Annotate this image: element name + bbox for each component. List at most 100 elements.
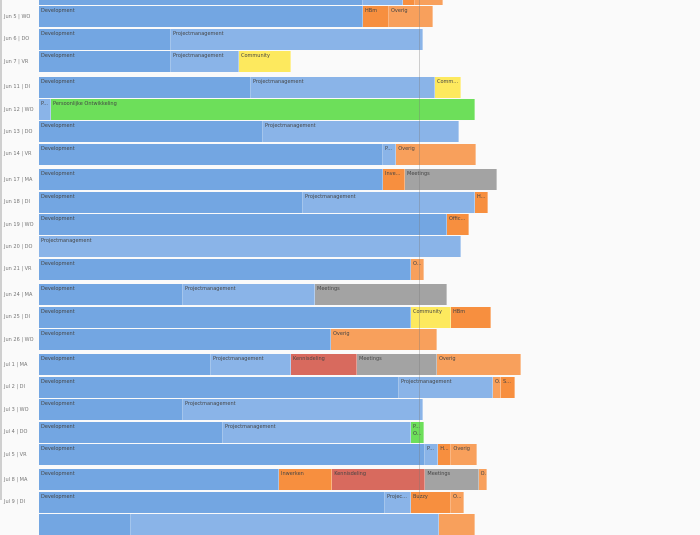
bar-segment-projectmanagement[interactable]: Projectmanagement	[399, 376, 493, 398]
bar-segment-development[interactable]: Development	[39, 469, 279, 491]
bar-segment-label: O...	[413, 260, 422, 267]
bar-segment-development[interactable]: Development	[39, 421, 223, 443]
bar-segment-projectmanagement[interactable]: P...	[383, 143, 397, 165]
bar-segment-label: H...	[440, 446, 449, 452]
bar-segment-development[interactable]: Development	[39, 399, 183, 421]
bar-segment-meetings[interactable]: Meetings	[315, 284, 447, 306]
bar-segment-label: Development	[41, 123, 75, 130]
bar-segment-projectmanagement[interactable]: Projectmanagement	[211, 354, 291, 376]
bar-segment-development[interactable]: Development	[39, 191, 303, 213]
bar-segment-overig[interactable]: O...	[451, 491, 465, 513]
bar-segment-buzzy[interactable]: Buzzy	[411, 491, 451, 513]
bar-segment-development[interactable]: Development	[39, 329, 331, 350]
bar-segment-projectmanagement[interactable]: Projectmanagement	[171, 51, 239, 73]
bar-segment-development[interactable]: Development	[39, 491, 385, 513]
row-date-label: Jun 13 | DO	[4, 128, 33, 135]
bar-segment-development[interactable]: Development	[39, 76, 251, 98]
bar-segment-projectmanagement[interactable]: Projectmanagement	[183, 399, 423, 421]
bar-segment-overig[interactable]: O...	[493, 376, 501, 398]
bar-segment-overig[interactable]	[415, 0, 443, 5]
bar-segment-persoonlijke-ontwikkeling[interactable]: P... O...	[411, 421, 425, 443]
bar-segment-projectmanagement[interactable]: Projec...	[385, 491, 411, 513]
bar-segment-projectmanagement[interactable]: Projectmanagement	[183, 284, 315, 306]
bar-segment-label: Persoonlijke Ontwikkeling	[53, 101, 117, 107]
bar-segment-label: H...	[477, 193, 486, 200]
bar-segment-development[interactable]: Development	[39, 258, 411, 280]
bar-segment-label: Meetings	[317, 286, 340, 293]
row-date-label: Jun 7 | VR	[4, 58, 29, 65]
chart-frame	[0, 0, 2, 500]
bar-segment-label: P...	[41, 101, 49, 107]
bar-segment-development[interactable]: Development	[39, 376, 399, 398]
bar-segment-kennisdeling[interactable]: Kennisdeling	[291, 354, 357, 376]
row-date-label: Jun 24 | MA	[4, 291, 33, 298]
bar-segment-kennisdeling[interactable]: Kennisdeling	[332, 469, 426, 491]
bar-segment-label: Overig	[333, 331, 350, 337]
bar-segment-projectmanagement[interactable]: P...	[425, 444, 439, 465]
bar-segment-hbm[interactable]: HBm	[451, 306, 491, 328]
bar-segment-overig[interactable]: Overig	[451, 444, 478, 465]
bar-segment-s[interactable]: S...	[501, 376, 515, 398]
bar-segment-meetings[interactable]: Meetings	[357, 354, 437, 376]
bar-segment-label: Projectmanagement	[265, 123, 316, 130]
bar-segment-development[interactable]: Development	[39, 306, 411, 328]
bar-segment-development[interactable]: Development	[39, 444, 425, 465]
bar-segment-label: Projectmanagement	[305, 193, 356, 200]
bar-segment-overig[interactable]: O...	[411, 258, 425, 280]
bar-segment-projectmanagement[interactable]: Projectmanagement	[303, 191, 475, 213]
bar-segment-projectmanagement[interactable]: Projectmanagement	[263, 121, 459, 143]
bar-segment-meetings[interactable]: Meetings	[425, 469, 479, 491]
bar-segment-development[interactable]: Development	[39, 143, 383, 165]
bar-segment-development[interactable]: Development	[39, 121, 263, 143]
bar-segment-projectmanagement[interactable]: Projectmanagement	[171, 28, 423, 50]
bar-segment-hbm[interactable]	[403, 0, 415, 5]
bar-segment-development[interactable]: Development	[39, 214, 447, 235]
bar-segment-development[interactable]: Development	[39, 51, 171, 73]
bar-segment-development[interactable]	[39, 514, 131, 535]
bar-segment-overig[interactable]: Overig	[437, 354, 521, 376]
bar-segment-label: Development	[41, 78, 75, 85]
bar-segment-label: Community	[241, 53, 270, 60]
row-date-label: Jun 12 | WO	[4, 106, 34, 113]
bar-segment-label: Meetings	[359, 356, 382, 363]
bar-segment-inwerken[interactable]: Inwerken	[279, 469, 333, 491]
bar-segment-community[interactable]: Community	[239, 51, 291, 73]
bar-segment-development[interactable]: Development	[39, 28, 171, 50]
bar-segment-label: Overig	[453, 446, 470, 452]
bar-segment-persoonlijke-ontwikkeling[interactable]: Persoonlijke Ontwikkeling	[51, 99, 475, 120]
bar-segment-overig[interactable]: Overig	[396, 143, 477, 165]
bar-segment-development[interactable]: Development	[39, 6, 363, 28]
bar-segment-projectmanagement[interactable]	[131, 514, 439, 535]
bar-segment-hbm[interactable]: H...	[475, 191, 489, 213]
bar-segment-development[interactable]: Development	[39, 169, 383, 191]
bar-segment-overig[interactable]: Overig	[389, 6, 433, 28]
bar-segment-hbm[interactable]: H...	[438, 444, 452, 465]
bar-segment-projectmanagement[interactable]: P...	[39, 99, 51, 120]
bar-segment-office[interactable]: Offic...	[447, 214, 469, 235]
bar-segment-label: Projectmanagement	[185, 286, 236, 293]
bar-segment-label: Projectmanagement	[225, 423, 276, 430]
bar-segment-community[interactable]: Comm...	[435, 76, 461, 98]
bar-segment-development[interactable]: Development	[39, 284, 183, 306]
bar-segment-community[interactable]: Community	[411, 306, 451, 328]
bar-segment-development[interactable]	[39, 0, 363, 5]
bar-segment-projectmanagement[interactable]: Projectmanagement	[39, 236, 461, 258]
bar-segment-projectmanagement[interactable]: Projectmanagement	[251, 76, 435, 98]
bar-segment-overig[interactable]: O...	[478, 469, 487, 491]
bar-segment-inwerken[interactable]: Inve...	[383, 169, 405, 191]
bar-segment-projectmanagement[interactable]: Projectmanagement	[223, 421, 411, 443]
bar-segment-hbm[interactable]: HBm	[363, 6, 389, 28]
bar-segment-label: Comm...	[437, 78, 459, 85]
bar-segment-overig[interactable]: Overig	[331, 329, 437, 350]
bar-segment-label: P...	[385, 145, 393, 152]
bar-segment-label: Kennisdeling	[293, 356, 325, 363]
bar-segment-meetings[interactable]: Meetings	[405, 169, 497, 191]
bar-segment-projectmanagement[interactable]	[363, 0, 403, 5]
row-date-label: Jun 26 | WO	[4, 336, 34, 343]
bar-segment-development[interactable]: Development	[39, 354, 211, 376]
bar-segment-label: Projectmanagement	[185, 401, 236, 408]
bar-segment-label: HBm	[365, 8, 378, 15]
bar-segment-label: Development	[41, 53, 75, 60]
bar-segment-overig[interactable]	[439, 514, 475, 535]
row-date-label: Jun 19 | WO	[4, 221, 34, 228]
